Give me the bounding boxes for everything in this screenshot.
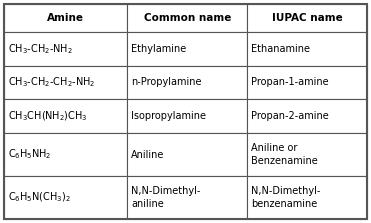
Text: N,N-Dimethyl-
aniline: N,N-Dimethyl- aniline [131,186,201,209]
Bar [127,66,247,99]
Bar [127,133,247,176]
Bar [127,176,247,219]
Text: IUPAC name: IUPAC name [272,13,342,23]
Text: CH$_3$-CH$_2$-NH$_2$: CH$_3$-CH$_2$-NH$_2$ [8,42,73,56]
Bar [127,4,247,32]
Text: Aniline: Aniline [131,149,165,159]
Bar [247,4,367,32]
Text: C$_6$H$_5$NH$_2$: C$_6$H$_5$NH$_2$ [8,148,52,161]
Text: Propan-2-amine: Propan-2-amine [251,111,329,121]
Text: Common name: Common name [144,13,231,23]
Bar [4,32,127,66]
Bar [4,99,127,133]
Bar [247,32,367,66]
Text: C$_6$H$_5$N(CH$_3$)$_2$: C$_6$H$_5$N(CH$_3$)$_2$ [8,191,71,204]
Bar [4,4,127,32]
Text: N,N-Dimethyl-
benzenamine: N,N-Dimethyl- benzenamine [251,186,321,209]
Bar [247,66,367,99]
Bar [247,176,367,219]
Text: n-Propylamine: n-Propylamine [131,77,202,87]
Text: Isopropylamine: Isopropylamine [131,111,206,121]
Bar [127,32,247,66]
Text: CH$_3$CH(NH$_2$)CH$_3$: CH$_3$CH(NH$_2$)CH$_3$ [8,109,88,123]
Bar [247,133,367,176]
Text: CH$_3$-CH$_2$-CH$_2$-NH$_2$: CH$_3$-CH$_2$-CH$_2$-NH$_2$ [8,76,95,89]
Text: Propan-1-amine: Propan-1-amine [251,77,329,87]
Text: Ethanamine: Ethanamine [251,44,310,54]
Bar [4,66,127,99]
Bar [4,133,127,176]
Bar [127,99,247,133]
Bar [247,99,367,133]
Bar [4,176,127,219]
Text: Ethylamine: Ethylamine [131,44,187,54]
Text: Amine: Amine [47,13,84,23]
Text: Aniline or
Benzenamine: Aniline or Benzenamine [251,143,318,166]
